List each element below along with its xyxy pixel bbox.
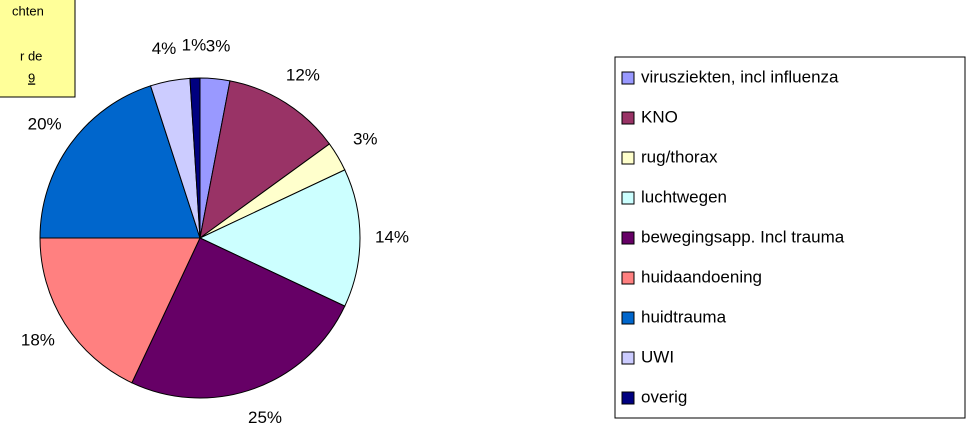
legend-label: virusziekten, incl influenza [641, 67, 839, 86]
legend-swatch [621, 71, 635, 85]
legend-label: huidtrauma [641, 307, 727, 326]
data-label: 14% [375, 227, 409, 246]
legend-label: KNO [641, 107, 678, 126]
legend-label: luchtwegen [641, 187, 727, 206]
data-label: 25% [248, 408, 282, 427]
legend-swatch [621, 231, 635, 245]
annotation-line: chten [12, 3, 44, 18]
legend-swatch [621, 151, 635, 165]
data-label: 4% [152, 39, 177, 58]
legend-swatch [621, 271, 635, 285]
data-label: 1% [182, 36, 207, 55]
legend-swatch [621, 191, 635, 205]
legend-label: UWI [641, 347, 674, 366]
legend-swatch [621, 391, 635, 405]
pie-slice [39, 237, 201, 384]
annotation-box: chten r de 9 [0, 0, 76, 98]
annotation-line: 9 [28, 70, 35, 85]
pie-slice [131, 237, 346, 399]
data-label: 3% [353, 130, 378, 149]
annotation-background [0, 0, 76, 98]
legend-label: rug/thorax [641, 147, 718, 166]
legend-label: huidaandoening [641, 267, 762, 286]
data-label: 20% [28, 115, 62, 134]
legend-swatch [621, 311, 635, 325]
legend-label: overig [641, 387, 687, 406]
legend-swatch [621, 111, 635, 125]
legend-box [614, 56, 966, 419]
data-label: 18% [21, 330, 55, 349]
legend-swatch [621, 351, 635, 365]
data-label: 12% [286, 65, 320, 84]
data-label: 3% [206, 36, 231, 55]
pie-slice [198, 169, 361, 307]
legend-label: bewegingsapp. Incl trauma [641, 227, 845, 246]
annotation-line: r de [20, 48, 42, 63]
pie-slice [199, 80, 331, 240]
pie-slice [189, 77, 201, 239]
pie-slice [39, 85, 201, 239]
